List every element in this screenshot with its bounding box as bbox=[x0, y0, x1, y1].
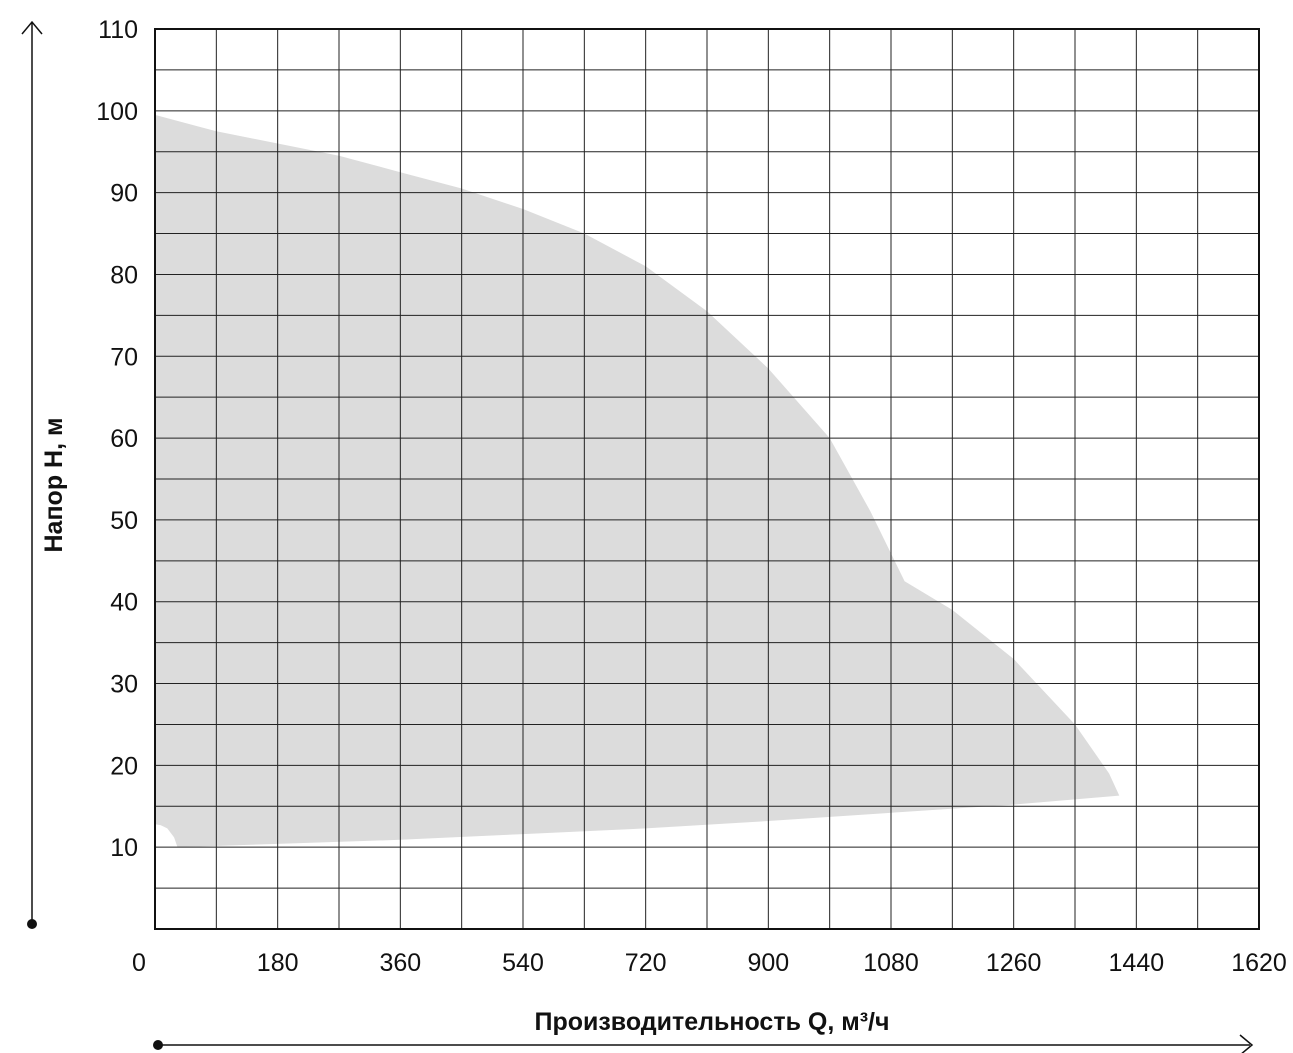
x-tick-label: 720 bbox=[625, 949, 667, 977]
x-axis-arrow bbox=[153, 1034, 1254, 1053]
operating-range-area bbox=[155, 114, 1120, 848]
x-tick-label: 1080 bbox=[863, 949, 919, 977]
x-tick-label: 900 bbox=[747, 949, 789, 977]
y-tick-label: 90 bbox=[110, 180, 138, 208]
y-tick-labels: 10 20 30 40 50 60 70 80 90 100 110 bbox=[96, 16, 138, 862]
y-axis-title: Напор H, м bbox=[40, 418, 68, 553]
x-axis-origin-dot bbox=[153, 1040, 163, 1050]
y-tick-label: 50 bbox=[110, 507, 138, 535]
y-tick-label: 40 bbox=[110, 589, 138, 617]
y-tick-label: 10 bbox=[110, 834, 138, 862]
y-tick-label: 30 bbox=[110, 671, 138, 699]
y-axis-origin-dot bbox=[27, 919, 37, 929]
x-tick-label: 360 bbox=[379, 949, 421, 977]
x-tick-labels: 0 180 360 540 720 900 1080 1260 1440 1620 bbox=[132, 949, 1287, 977]
x-tick-label: 0 bbox=[132, 949, 146, 977]
y-tick-label: 20 bbox=[110, 752, 138, 780]
y-tick-label: 80 bbox=[110, 261, 138, 289]
x-tick-label: 540 bbox=[502, 949, 544, 977]
x-tick-label: 1260 bbox=[986, 949, 1042, 977]
x-axis-title: Производительность Q, м³/ч bbox=[534, 1008, 889, 1036]
x-tick-label: 1440 bbox=[1109, 949, 1165, 977]
grid-lines bbox=[155, 29, 1259, 929]
y-tick-label: 100 bbox=[96, 98, 138, 126]
y-tick-label: 70 bbox=[110, 343, 138, 371]
y-tick-label: 110 bbox=[98, 16, 138, 44]
x-tick-label: 1620 bbox=[1231, 949, 1287, 977]
x-tick-label: 180 bbox=[257, 949, 299, 977]
y-tick-label: 60 bbox=[110, 425, 138, 453]
y-axis-arrow bbox=[21, 20, 43, 929]
plot-frame bbox=[154, 28, 1260, 930]
